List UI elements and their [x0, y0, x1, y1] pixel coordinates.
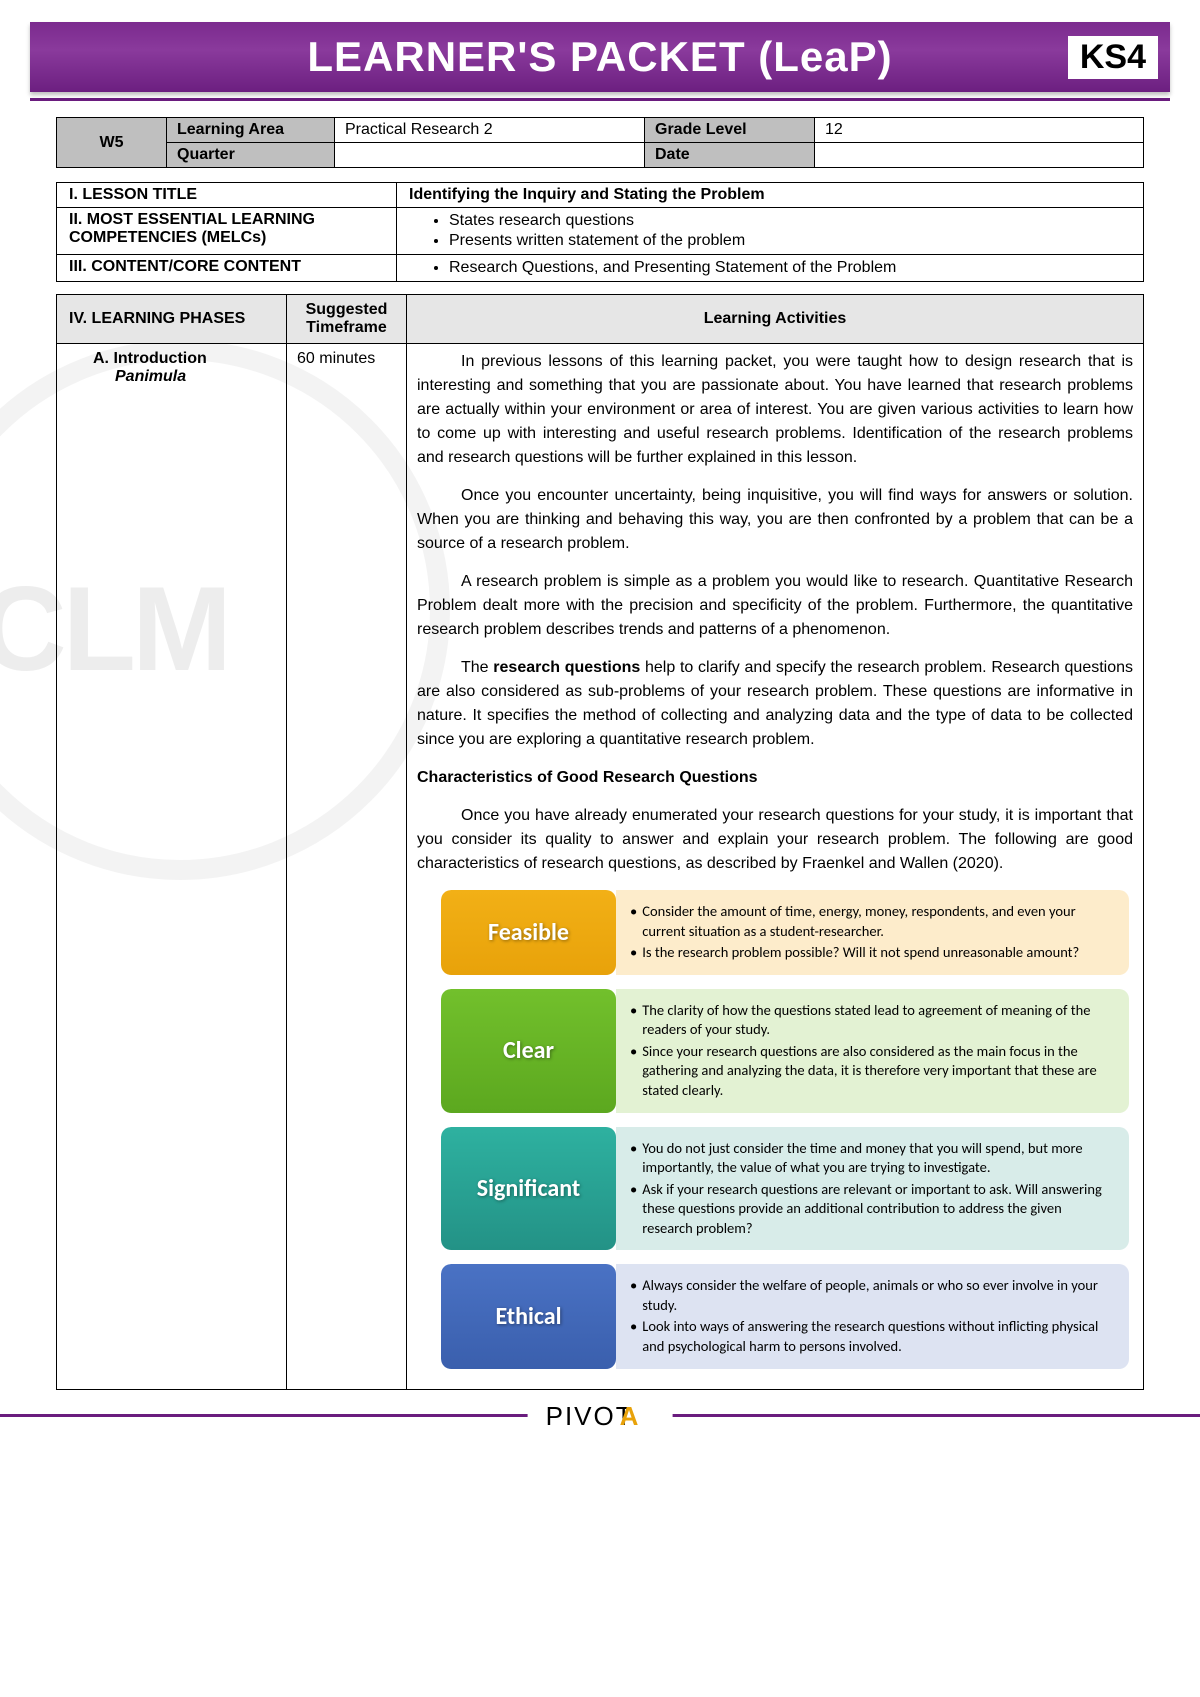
lesson-title-value: Identifying the Inquiry and Stating the …	[397, 183, 1144, 208]
sections-table: I. LESSON TITLE Identifying the Inquiry …	[56, 182, 1144, 282]
characteristic-label: Feasible	[441, 890, 616, 975]
phases-col3: Learning Activities	[407, 295, 1144, 344]
characteristic-row: Ethical Always consider the welfare of pe…	[441, 1264, 1129, 1368]
phase-a-name-cell: A. Introduction Panimula	[57, 344, 287, 1390]
learning-area-label: Learning Area	[167, 118, 335, 143]
characteristic-point: Always consider the welfare of people, a…	[630, 1276, 1113, 1315]
characteristic-label: Ethical	[441, 1264, 616, 1368]
characteristic-label: Clear	[441, 989, 616, 1113]
melc-item: Presents written statement of the proble…	[449, 231, 1131, 251]
characteristic-point: Consider the amount of time, energy, mon…	[630, 902, 1113, 941]
characteristic-point: Since your research questions are also c…	[630, 1042, 1113, 1101]
characteristic-point: Look into ways of answering the research…	[630, 1317, 1113, 1356]
content-label: III. CONTENT/CORE CONTENT	[57, 255, 397, 282]
content-item: Research Questions, and Presenting State…	[449, 258, 1131, 278]
intro-p2: Once you encounter uncertainty, being in…	[417, 484, 1133, 556]
characteristic-point: You do not just consider the time and mo…	[630, 1139, 1113, 1178]
footer-brand: PIVOTA	[528, 1401, 673, 1432]
header-table: W5 Learning Area Practical Research 2 Gr…	[56, 117, 1144, 168]
grade-level-value: 12	[815, 118, 1144, 143]
characteristic-body: Always consider the welfare of people, a…	[616, 1264, 1129, 1368]
lesson-title-label: I. LESSON TITLE	[57, 183, 397, 208]
intro-p3: A research problem is simple as a proble…	[417, 570, 1133, 642]
intro-h1: Characteristics of Good Research Questio…	[417, 766, 1133, 790]
week-cell: W5	[57, 118, 167, 168]
characteristic-row: Significant You do not just consider the …	[441, 1127, 1129, 1251]
melc-label: II. MOST ESSENTIAL LEARNING COMPETENCIES…	[57, 208, 397, 255]
characteristics-list: Feasible Consider the amount of time, ene…	[441, 890, 1129, 1369]
learning-area-value: Practical Research 2	[335, 118, 645, 143]
phase-a-time: 60 minutes	[287, 344, 407, 1390]
phases-col2: Suggested Timeframe	[287, 295, 407, 344]
phase-a-sub: Panimula	[115, 368, 186, 385]
intro-p5: Once you have already enumerated your re…	[417, 804, 1133, 876]
grade-level-label: Grade Level	[645, 118, 815, 143]
characteristic-row: Clear The clarity of how the questions st…	[441, 989, 1129, 1113]
characteristic-body: Consider the amount of time, energy, mon…	[616, 890, 1129, 975]
characteristic-body: You do not just consider the time and mo…	[616, 1127, 1129, 1251]
intro-p4: The research questions help to clarify a…	[417, 656, 1133, 752]
banner-title: LEARNER'S PACKET (LeaP)	[307, 33, 892, 81]
quarter-label: Quarter	[167, 143, 335, 168]
melc-item: States research questions	[449, 211, 1131, 231]
page-footer: PIVOTA	[0, 1414, 1200, 1464]
characteristic-body: The clarity of how the questions stated …	[616, 989, 1129, 1113]
date-value	[815, 143, 1144, 168]
phase-a-list-label: A.	[93, 350, 109, 367]
date-label: Date	[645, 143, 815, 168]
characteristic-row: Feasible Consider the amount of time, ene…	[441, 890, 1129, 975]
phase-a-name: Introduction	[113, 350, 206, 367]
content-value: Research Questions, and Presenting State…	[397, 255, 1144, 282]
characteristic-point: Ask if your research questions are relev…	[630, 1180, 1113, 1239]
banner-badge: KS4	[1068, 36, 1158, 79]
page-banner: LEARNER'S PACKET (LeaP) KS4	[30, 22, 1170, 92]
phase-a-activity: In previous lessons of this learning pac…	[407, 344, 1144, 1390]
characteristic-label: Significant	[441, 1127, 616, 1251]
phases-col1: IV. LEARNING PHASES	[57, 295, 287, 344]
characteristic-point: The clarity of how the questions stated …	[630, 1001, 1113, 1040]
characteristic-point: Is the research problem possible? Will i…	[630, 943, 1113, 963]
melc-value: States research questionsPresents writte…	[397, 208, 1144, 255]
phases-table: IV. LEARNING PHASES Suggested Timeframe …	[56, 294, 1144, 1390]
quarter-value	[335, 143, 645, 168]
intro-p1: In previous lessons of this learning pac…	[417, 350, 1133, 470]
